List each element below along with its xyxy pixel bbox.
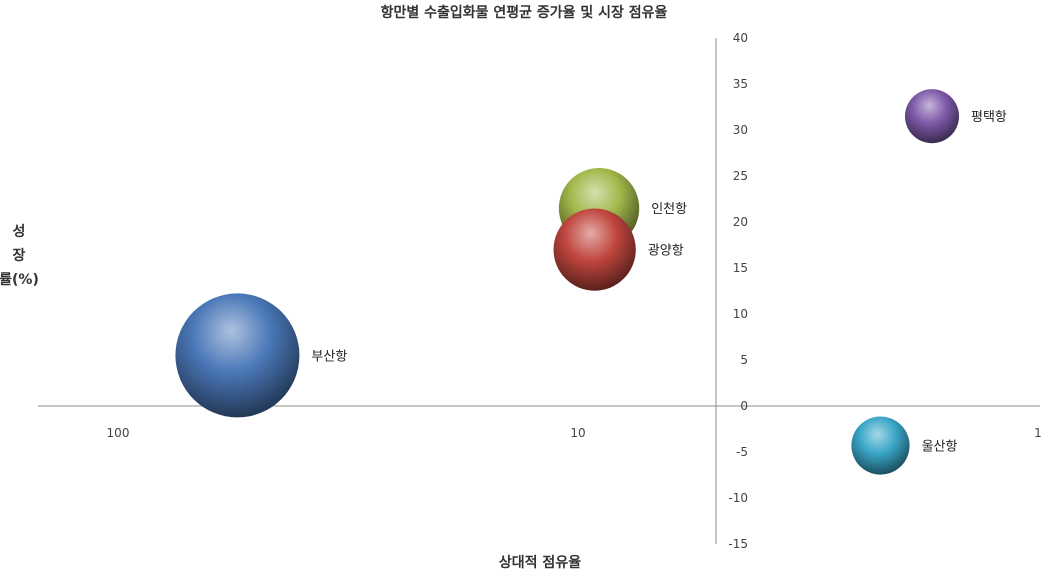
bubble-point xyxy=(904,89,960,144)
bubble-label: 광양항 xyxy=(648,244,684,259)
y-tick-label: -5 xyxy=(736,445,748,459)
y-tick-label: 10 xyxy=(733,307,748,321)
x-axis-title: 상대적 점유율 xyxy=(499,554,581,571)
bubble-label: 평택항 xyxy=(971,110,1007,125)
chart-title: 항만별 수출입화물 연평균 증가율 및 시장 점유율 xyxy=(381,4,668,21)
bubble-point xyxy=(851,416,910,475)
x-tick-label: 100 xyxy=(107,426,130,440)
bubble-label: 인천항 xyxy=(651,202,687,217)
y-tick-label: 25 xyxy=(733,169,748,183)
bubble-point xyxy=(175,293,300,418)
y-tick-label: 30 xyxy=(733,123,748,137)
y-tick-label: 15 xyxy=(733,261,748,275)
y-tick-label: -10 xyxy=(728,491,748,505)
bubble-point xyxy=(553,208,636,291)
y-tick-label: 20 xyxy=(733,215,748,229)
x-tick-label: 10 xyxy=(570,426,585,440)
y-tick-labels: 40 35 30 25 20 15 10 5 0 -5 -10 -15 xyxy=(728,31,748,551)
y-tick-label: 35 xyxy=(733,77,748,91)
y-axis-title: 성 장 률(%) xyxy=(0,224,39,288)
bubble-label: 부산항 xyxy=(311,349,347,364)
x-tick-label: 1 xyxy=(1034,426,1042,440)
y-tick-label: 0 xyxy=(740,399,748,413)
y-tick-label: 5 xyxy=(740,353,748,367)
y-tick-label: -15 xyxy=(728,537,748,551)
bubble-label: 울산항 xyxy=(922,440,958,455)
x-tick-labels: 100 10 1 xyxy=(107,426,1042,440)
y-tick-label: 40 xyxy=(733,31,748,45)
